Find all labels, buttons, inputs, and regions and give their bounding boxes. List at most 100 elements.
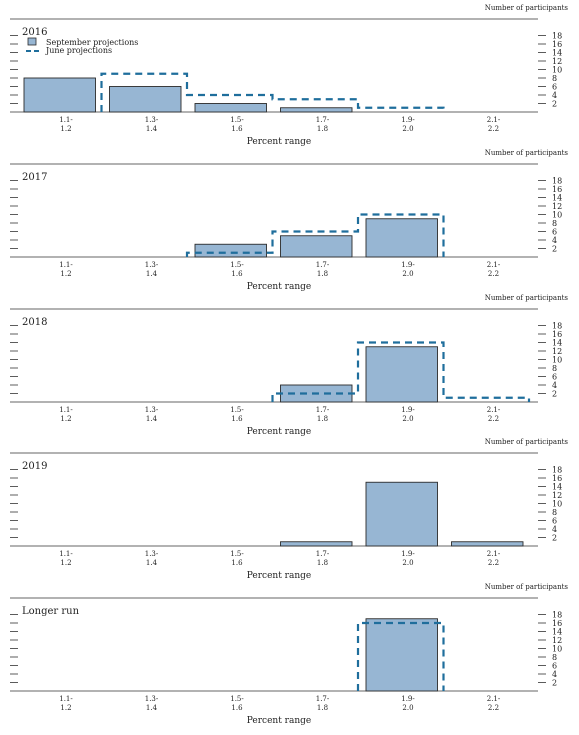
y-tick-label: 14 [552,628,562,637]
x-tick-label: 2.0 [402,270,413,278]
x-tick-label: 1.3- [145,261,159,269]
x-tick-label: 1.9- [401,695,415,703]
y-tick-label: 8 [552,653,557,662]
panel-title: 2017 [22,172,47,183]
september-bar [365,481,438,547]
y-tick-label: 6 [552,228,557,237]
y-tick-label: 12 [552,347,562,356]
panel-title: 2016 [22,27,47,38]
x-tick-label: 1.4 [146,270,158,278]
chart-panel-0: Number of participants 2016 24681012141618… [10,4,568,147]
y-tick-label: 2 [552,679,557,688]
x-tick-label: 1.1- [59,116,73,124]
right-axis-label: Number of participants [485,583,569,591]
x-tick-label: 1.9- [401,550,415,558]
y-tick-label: 6 [552,373,557,382]
y-tick-label: 4 [552,236,557,245]
x-tick-label: 2.2 [488,125,499,133]
y-tick-label: 16 [552,619,562,628]
x-tick-label: 2.1- [487,695,501,703]
y-tick-label: 12 [552,636,562,645]
x-tick-label: 1.7- [316,550,330,558]
september-bar [194,243,267,258]
x-axis-label: Percent range [247,427,311,437]
y-tick-label: 14 [552,339,562,348]
x-axis-label: Percent range [247,137,311,147]
x-tick-label: 1.6 [231,270,243,278]
y-tick-label: 12 [552,57,562,66]
y-tick-label: 14 [552,194,562,203]
june-outline [100,72,445,112]
panel-title: Longer run [22,606,80,617]
september-bar [365,218,438,258]
y-tick-label: 4 [552,91,557,100]
x-tick-label: 2.1- [487,116,501,124]
y-tick-label: 10 [552,211,562,220]
september-bar [365,618,438,692]
y-tick-label: 18 [552,611,562,620]
x-tick-label: 2.0 [402,125,413,133]
x-tick-label: 1.6 [231,415,243,423]
y-tick-label: 10 [552,500,562,509]
x-tick-label: 1.5- [230,695,244,703]
x-tick-label: 1.1- [59,261,73,269]
y-tick-label: 16 [552,40,562,49]
x-axis-label: Percent range [247,571,311,581]
june-outline [185,213,445,257]
y-tick-label: 10 [552,645,562,654]
y-tick-label: 10 [552,66,562,75]
x-tick-label: 1.7- [316,261,330,269]
x-tick-label: 1.8 [317,559,328,567]
x-tick-label: 2.0 [402,704,413,712]
right-axis-label: Number of participants [485,4,569,12]
y-tick-label: 14 [552,49,562,58]
x-tick-label: 1.2 [60,270,71,278]
right-axis-label: Number of participants [485,438,569,446]
x-tick-label: 2.0 [402,559,413,567]
september-bar [280,107,353,113]
x-tick-label: 1.1- [59,695,73,703]
x-tick-label: 1.1- [59,406,73,414]
y-tick-label: 10 [552,356,562,365]
x-tick-label: 2.2 [488,704,499,712]
right-axis-label: Number of participants [485,294,569,302]
x-tick-label: 1.2 [60,415,71,423]
x-tick-label: 1.1- [59,550,73,558]
y-tick-label: 18 [552,177,562,186]
x-tick-label: 2.1- [487,406,501,414]
x-tick-label: 1.7- [316,695,330,703]
x-tick-label: 1.9- [401,116,415,124]
y-tick-label: 2 [552,245,557,254]
y-tick-label: 6 [552,83,557,92]
y-tick-label: 8 [552,508,557,517]
y-tick-label: 16 [552,185,562,194]
x-tick-label: 1.9- [401,261,415,269]
x-tick-label: 1.5- [230,550,244,558]
y-tick-label: 4 [552,381,557,390]
x-tick-label: 1.8 [317,270,328,278]
x-axis-label: Percent range [247,282,311,292]
y-tick-label: 8 [552,364,557,373]
x-tick-label: 1.4 [146,559,158,567]
chart-panel-1: Number of participants 2017 24681012141618… [10,149,568,292]
right-axis-label: Number of participants [485,149,569,157]
x-axis-label: Percent range [247,716,311,726]
x-tick-label: 1.7- [316,406,330,414]
x-tick-label: 1.3- [145,406,159,414]
x-tick-label: 2.2 [488,559,499,567]
y-tick-label: 16 [552,474,562,483]
september-bar [109,86,182,113]
panel-title: 2019 [22,461,47,472]
x-tick-label: 2.0 [402,415,413,423]
y-tick-label: 6 [552,662,557,671]
x-tick-label: 1.8 [317,415,328,423]
panel-title: 2018 [22,317,47,328]
y-tick-label: 18 [552,466,562,475]
x-tick-label: 1.8 [317,125,328,133]
x-tick-label: 1.2 [60,704,71,712]
x-tick-label: 1.5- [230,116,244,124]
x-tick-label: 2.2 [488,415,499,423]
x-tick-label: 1.4 [146,125,158,133]
chart-panel-3: Number of participants 2019 24681012141618… [10,438,568,581]
